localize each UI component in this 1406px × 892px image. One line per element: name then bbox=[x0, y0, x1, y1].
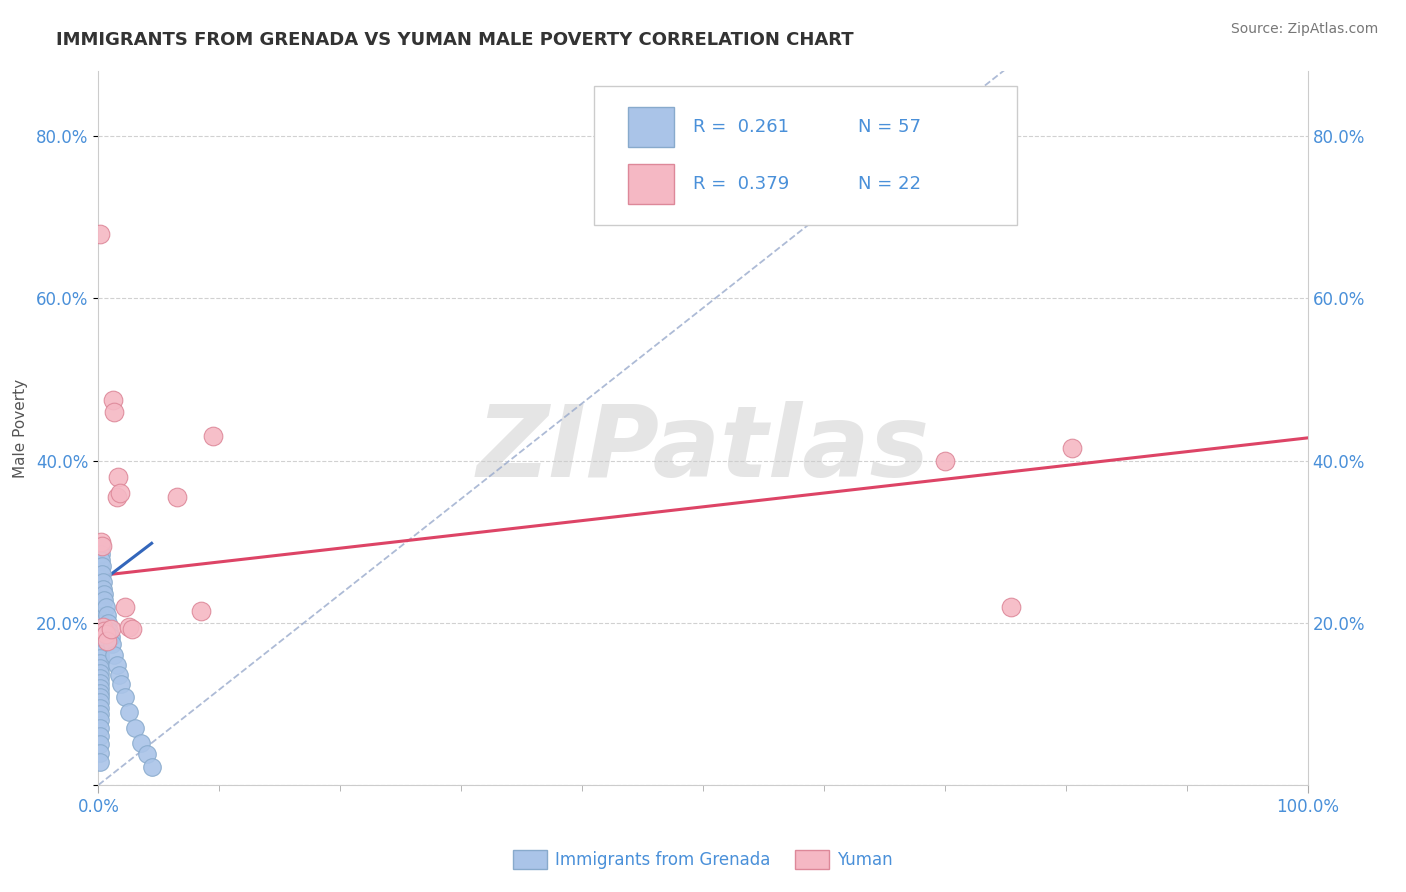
Point bbox=[89, 675, 111, 690]
Point bbox=[89, 681, 111, 695]
Point bbox=[91, 559, 114, 574]
Point bbox=[90, 552, 112, 566]
Point bbox=[89, 627, 111, 641]
Point bbox=[129, 736, 152, 750]
Point bbox=[93, 587, 115, 601]
Point bbox=[118, 620, 141, 634]
Point bbox=[190, 604, 212, 618]
Point bbox=[1060, 442, 1083, 456]
Point bbox=[934, 453, 956, 467]
Text: Source: ZipAtlas.com: Source: ZipAtlas.com bbox=[1230, 22, 1378, 37]
Point bbox=[89, 756, 111, 770]
Point bbox=[98, 624, 121, 638]
Point bbox=[94, 599, 117, 614]
FancyBboxPatch shape bbox=[595, 86, 1018, 225]
Point bbox=[100, 631, 122, 645]
Point bbox=[124, 721, 146, 735]
Point bbox=[89, 701, 111, 715]
Point bbox=[91, 575, 114, 590]
Text: N = 22: N = 22 bbox=[858, 175, 921, 193]
Point bbox=[89, 746, 111, 760]
Point bbox=[89, 729, 111, 743]
Point bbox=[89, 713, 111, 727]
Point bbox=[90, 539, 112, 553]
Point bbox=[135, 747, 157, 761]
Point bbox=[89, 738, 111, 752]
Text: ZIPatlas: ZIPatlas bbox=[477, 401, 929, 498]
Point bbox=[103, 405, 125, 419]
Point bbox=[89, 622, 111, 636]
Point bbox=[89, 651, 111, 665]
Point bbox=[89, 661, 111, 675]
Point bbox=[89, 595, 111, 609]
Point bbox=[101, 392, 124, 407]
Point bbox=[110, 677, 132, 691]
Text: IMMIGRANTS FROM GRENADA VS YUMAN MALE POVERTY CORRELATION CHART: IMMIGRANTS FROM GRENADA VS YUMAN MALE PO… bbox=[56, 31, 853, 49]
Point bbox=[166, 490, 188, 504]
Point bbox=[89, 587, 111, 601]
Point bbox=[89, 706, 111, 721]
Point bbox=[108, 486, 131, 500]
Point bbox=[97, 615, 120, 630]
Point bbox=[89, 612, 111, 626]
Point bbox=[89, 690, 111, 705]
Point bbox=[121, 622, 143, 636]
Point bbox=[91, 582, 114, 596]
Point bbox=[89, 559, 111, 574]
Point bbox=[89, 632, 111, 646]
Point bbox=[89, 666, 111, 681]
FancyBboxPatch shape bbox=[628, 164, 673, 203]
Point bbox=[91, 567, 114, 582]
FancyBboxPatch shape bbox=[628, 107, 673, 146]
Point bbox=[141, 760, 163, 774]
Point bbox=[89, 695, 111, 709]
Point bbox=[96, 607, 118, 622]
Point bbox=[89, 604, 111, 618]
Point bbox=[89, 721, 111, 735]
Text: N = 57: N = 57 bbox=[858, 118, 921, 136]
Point bbox=[91, 539, 114, 553]
Point bbox=[89, 647, 111, 661]
Y-axis label: Male Poverty: Male Poverty bbox=[13, 378, 28, 478]
Point bbox=[105, 657, 128, 672]
Point bbox=[90, 547, 112, 561]
Point bbox=[118, 705, 141, 719]
Point bbox=[89, 637, 111, 651]
Point bbox=[94, 627, 117, 641]
Point bbox=[89, 641, 111, 656]
Point bbox=[202, 429, 225, 443]
Point bbox=[107, 470, 129, 484]
Point bbox=[103, 648, 125, 663]
Point bbox=[89, 617, 111, 632]
Point bbox=[1000, 599, 1022, 614]
Point bbox=[108, 667, 131, 681]
Point bbox=[114, 599, 136, 614]
Point bbox=[100, 637, 122, 651]
Point bbox=[91, 620, 114, 634]
Point bbox=[89, 571, 111, 585]
Point bbox=[93, 624, 115, 638]
Point bbox=[89, 227, 111, 241]
Point bbox=[100, 622, 122, 636]
Legend: Immigrants from Grenada, Yuman: Immigrants from Grenada, Yuman bbox=[506, 843, 900, 876]
Point bbox=[90, 534, 112, 549]
Point bbox=[89, 685, 111, 699]
Point bbox=[105, 490, 128, 504]
Text: R =  0.261: R = 0.261 bbox=[693, 118, 789, 136]
Point bbox=[93, 593, 115, 607]
Point bbox=[89, 657, 111, 671]
Point bbox=[114, 690, 136, 705]
Point bbox=[89, 579, 111, 593]
Text: R =  0.379: R = 0.379 bbox=[693, 175, 790, 193]
Point bbox=[96, 633, 118, 648]
Point bbox=[89, 671, 111, 685]
